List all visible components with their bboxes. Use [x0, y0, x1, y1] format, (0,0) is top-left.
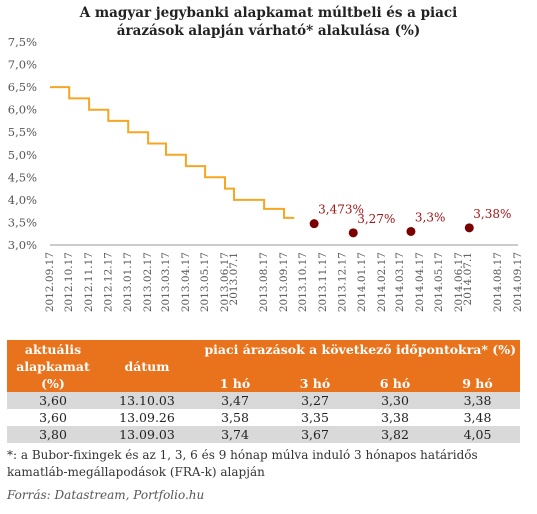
table-row: 3,60 13.10.03 3,47 3,27 3,30 3,38 [7, 392, 520, 409]
cell-rate: 3,80 [7, 426, 99, 443]
forecast-label: 3,3% [415, 210, 446, 224]
cell-rate: 3,60 [39, 410, 67, 425]
footnote: *: a Bubor-fixingek és az 1, 3, 6 és 9 h… [7, 448, 478, 479]
x-tick-label: 2014.08.17 [492, 252, 504, 312]
x-tick-label: 2013.10.17 [297, 252, 309, 312]
cell-h3: 3,67 [275, 426, 355, 443]
x-tick-label: 2013.04.17 [180, 252, 192, 312]
y-tick-label: 4,5% [8, 170, 37, 184]
table-header-row-3: (%) 1 hó 3 hó 6 hó 9 hó [7, 374, 520, 392]
rate-chart: 3,0% 3,5% 4,0% 4,5% 5,0% 5,5% 6,0% 6,5% 7,0% 7,5%… [8, 35, 524, 312]
header-horizon-9: 9 hó [462, 375, 493, 391]
table-row: 3,80 13.09.03 3,74 3,67 3,82 4,05 [7, 426, 520, 443]
cell-h9: 3,38 [435, 392, 520, 409]
header-group: piaci árazások a következő időpontokra* … [204, 341, 516, 357]
cell-h9: 4,05 [435, 426, 520, 443]
x-tick-label: 2012.12.17 [102, 252, 114, 312]
cell-h3: 3,27 [275, 392, 355, 409]
header-date: dátum [124, 358, 170, 374]
y-tick-label: 3,5% [8, 215, 37, 229]
chart-title-line-1: A magyar jegybanki alapkamat múltbeli és… [79, 5, 458, 21]
header-horizon-6: 6 hó [379, 375, 411, 391]
x-tick-label: 2014.02.17 [376, 252, 388, 312]
table-header-row-2: alapkamat dátum [7, 358, 520, 374]
chart-title: A magyar jegybanki alapkamat múltbeli és… [0, 4, 537, 40]
x-tick-label: 2014.09.17 [512, 252, 524, 312]
x-tick-label: 2013.06.17 [219, 252, 231, 312]
cell-h9: 3,48 [463, 410, 492, 425]
x-tick-label: 2014.04.17 [414, 252, 426, 312]
header-horizon-3: 3 hó [299, 375, 331, 391]
table-header-row-1: aktuális piaci árazások a következő időp… [7, 340, 520, 358]
cell-h1: 3,47 [195, 392, 275, 409]
header-horizon-1: 1 hó [219, 375, 251, 391]
x-tick-label: 2013.11.17 [317, 252, 329, 312]
pricing-table: aktuális piaci árazások a következő időp… [7, 340, 520, 443]
cell-h3: 3,35 [301, 410, 329, 425]
y-tick-label: 5,0% [8, 148, 37, 162]
forecast-point [348, 228, 358, 238]
cell-date: 13.09.03 [99, 426, 195, 443]
forecast-point [309, 219, 319, 229]
header-current-rate-2: alapkamat [16, 358, 90, 374]
forecast-point [406, 226, 416, 236]
cell-h6: 3,30 [355, 392, 435, 409]
header-current-rate-1: aktuális [24, 341, 82, 357]
cell-date: 13.10.03 [99, 392, 195, 409]
cell-h6: 3,38 [381, 410, 409, 425]
cell-h1: 3,58 [221, 410, 249, 425]
x-tick-label: 2013.03.17 [160, 252, 172, 312]
forecast-label: 3,27% [357, 212, 395, 226]
cell-h1: 3,74 [195, 426, 275, 443]
forecast-label: 3,38% [473, 207, 511, 221]
x-tick-label: 2013.09.17 [278, 252, 290, 312]
x-tick-label: 2014.01.17 [356, 252, 368, 312]
y-tick-label: 7,0% [8, 58, 37, 72]
header-current-rate-3: (%) [41, 375, 65, 391]
x-tick-label: 2014.05.17 [433, 252, 445, 312]
y-tick-label: 6,0% [8, 103, 37, 117]
x-tick-label: 2013.12.17 [336, 252, 348, 312]
table-row: 3,60 13.09.26 3,58 3,35 3,38 3,48 [7, 409, 520, 426]
forecast-label: 3,473% [318, 203, 364, 217]
forecast-point [464, 223, 474, 233]
y-tick-label: 5,5% [8, 125, 37, 139]
x-tick-label: 2013.01.17 [122, 252, 134, 312]
x-tick-label: 2013.07.1 [228, 252, 240, 305]
x-tick-label: 2012.11.17 [83, 252, 95, 312]
x-tick-label: 2012.10.17 [63, 252, 75, 312]
x-tick-label: 2013.05.17 [199, 252, 211, 312]
y-tick-label: 4,0% [8, 193, 37, 207]
x-tick-label: 2013.08.17 [258, 252, 270, 312]
chart-title-line-2: árazások alapján várható* alakulása (%) [116, 23, 421, 39]
y-tick-label: 3,0% [8, 238, 37, 252]
x-tick-label: 2014.06.17 [453, 252, 465, 312]
x-tick-label: 2014.03.17 [394, 252, 406, 312]
cell-h6: 3,82 [355, 426, 435, 443]
policy-rate-step-line [50, 86, 295, 219]
source-note: Forrás: Datastream, Portfolio.hu [7, 488, 205, 502]
y-tick-label: 6,5% [8, 80, 37, 94]
x-tick-label: 2013.02.17 [142, 252, 154, 312]
cell-date: 13.09.26 [119, 410, 175, 425]
x-tick-label: 2012.09.17 [44, 252, 56, 312]
y-tick-label: 7,5% [8, 35, 37, 49]
cell-rate: 3,60 [7, 392, 99, 409]
x-tick-label: 2014.07.1 [462, 252, 474, 305]
